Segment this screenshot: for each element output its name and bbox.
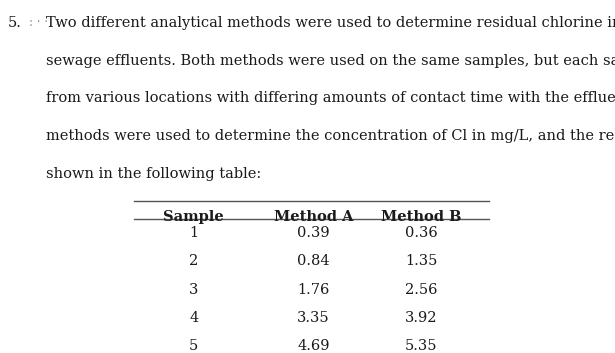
Text: 4: 4 — [189, 311, 199, 325]
Text: 1: 1 — [189, 226, 198, 240]
Text: 3: 3 — [189, 283, 199, 297]
Text: Method B: Method B — [381, 210, 461, 224]
Text: 4.69: 4.69 — [298, 339, 330, 353]
Text: 3.92: 3.92 — [405, 311, 437, 325]
Text: 3.35: 3.35 — [297, 311, 330, 325]
Text: methods were used to determine the concentration of Cl in mg/L, and the results : methods were used to determine the conce… — [46, 129, 615, 143]
Text: sewage effluents. Both methods were used on the same samples, but each sample ca: sewage effluents. Both methods were used… — [46, 54, 615, 68]
Text: 0.84: 0.84 — [297, 254, 330, 268]
Text: 1.35: 1.35 — [405, 254, 437, 268]
Text: 2.56: 2.56 — [405, 283, 437, 297]
Text: 5: 5 — [189, 339, 199, 353]
Text: 2: 2 — [189, 254, 199, 268]
Text: 5.35: 5.35 — [405, 339, 437, 353]
Text: 5.: 5. — [7, 16, 22, 30]
Text: : · ·  ›: : · · › — [29, 16, 60, 29]
Text: from various locations with differing amounts of contact time with the effluent.: from various locations with differing am… — [46, 91, 615, 106]
Text: 1.76: 1.76 — [298, 283, 330, 297]
Text: shown in the following table:: shown in the following table: — [46, 167, 261, 181]
Text: Method A: Method A — [274, 210, 354, 224]
Text: Two different analytical methods were used to determine residual chlorine in: Two different analytical methods were us… — [46, 16, 615, 30]
Text: 0.36: 0.36 — [405, 226, 438, 240]
Text: Sample: Sample — [164, 210, 224, 224]
Text: 0.39: 0.39 — [297, 226, 330, 240]
